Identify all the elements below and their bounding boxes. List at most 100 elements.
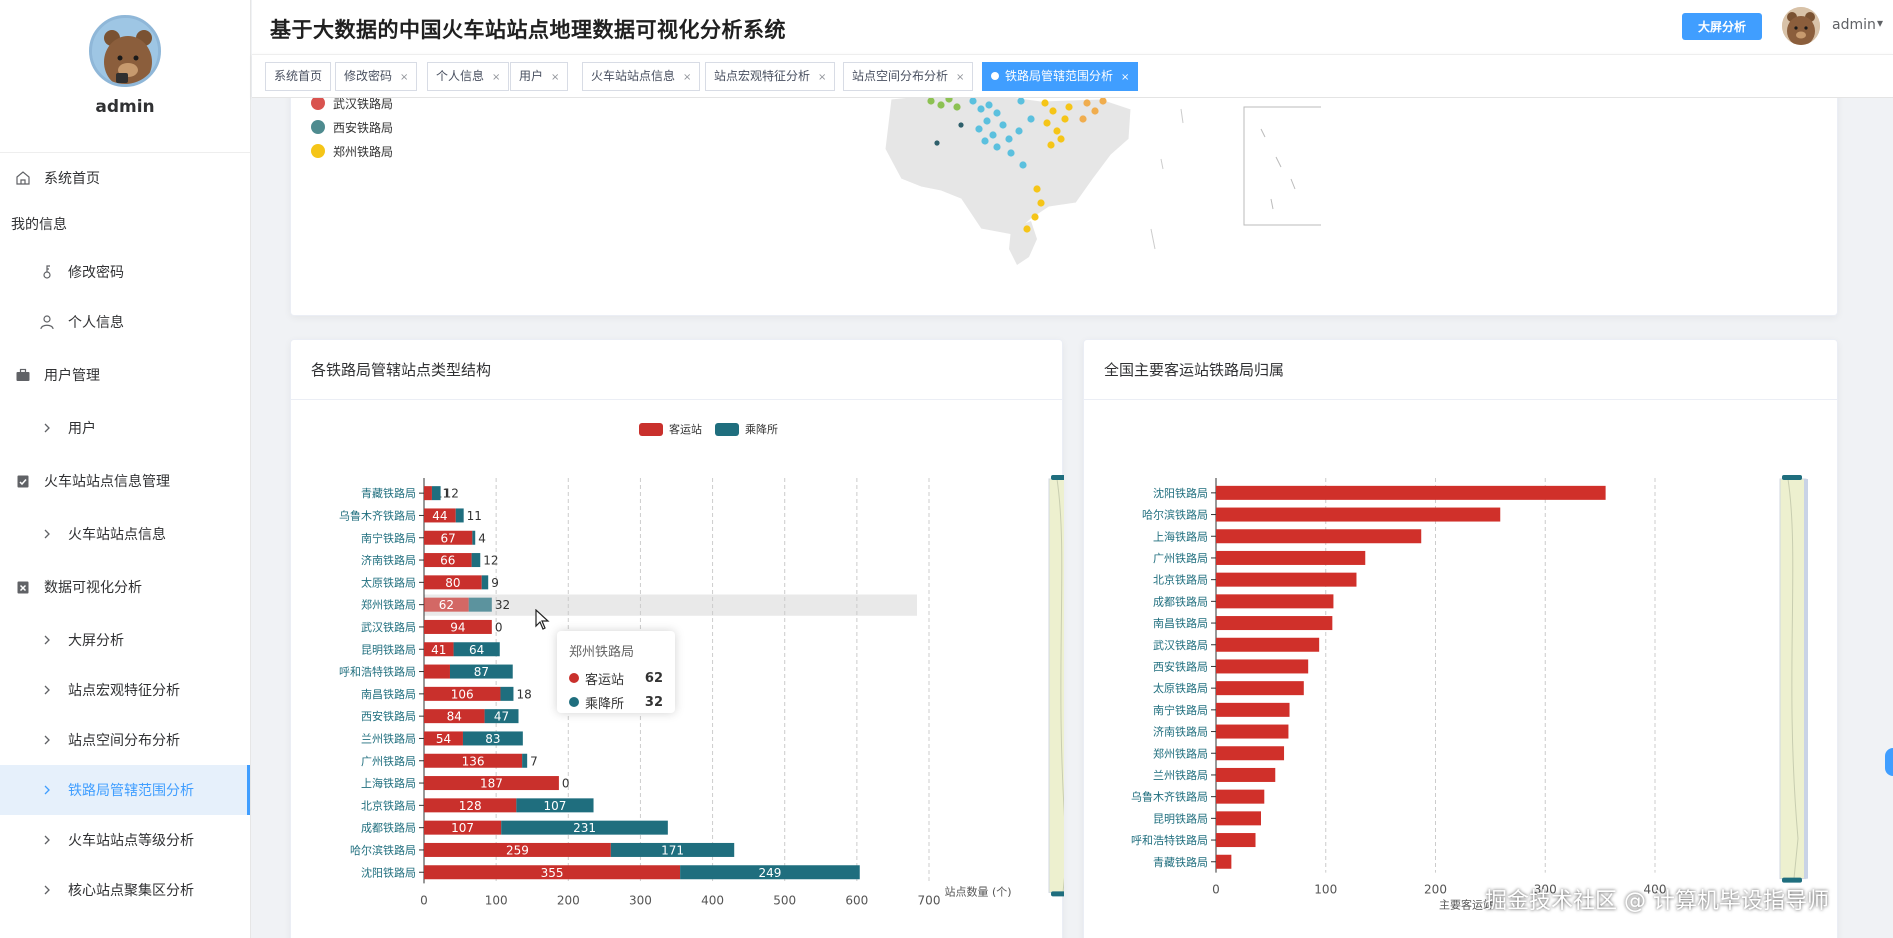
datazoom-slider[interactable] bbox=[1048, 475, 1064, 897]
bar-2[interactable] bbox=[1216, 529, 1422, 544]
bar-9[interactable] bbox=[1216, 681, 1304, 696]
bar-1-16[interactable] bbox=[610, 842, 735, 857]
bar-0-2[interactable] bbox=[424, 530, 473, 545]
legend-label-0[interactable]: 客运站 bbox=[669, 422, 702, 436]
bar-0-7[interactable] bbox=[424, 642, 454, 657]
bar-1-9[interactable] bbox=[500, 686, 514, 701]
map-legend-item[interactable]: 郑州铁路局 bbox=[311, 141, 393, 161]
bar-12[interactable] bbox=[1216, 746, 1285, 761]
sidebar-item-home[interactable]: 系统首页 bbox=[0, 153, 250, 203]
bar-0-9[interactable] bbox=[424, 686, 501, 701]
bar-0-15[interactable] bbox=[424, 820, 502, 835]
bar-16[interactable] bbox=[1216, 833, 1256, 848]
bar-0-8[interactable] bbox=[424, 664, 450, 679]
bar-7[interactable] bbox=[1216, 637, 1320, 652]
bar-0-12[interactable] bbox=[424, 753, 523, 768]
tab-5[interactable]: 站点宏观特征分析 × bbox=[705, 62, 836, 91]
bar-13[interactable] bbox=[1216, 767, 1276, 782]
bar-0[interactable] bbox=[1216, 485, 1606, 500]
tab-2[interactable]: 个人信息 × bbox=[427, 62, 510, 91]
bar-14[interactable] bbox=[1216, 789, 1265, 804]
legend-swatch-1[interactable] bbox=[715, 423, 739, 436]
side-scroll-handle[interactable] bbox=[1885, 748, 1893, 776]
avatar[interactable] bbox=[89, 15, 161, 87]
big-screen-button[interactable]: 大屏分析 bbox=[1682, 13, 1762, 40]
map-legend-item[interactable]: 武汉铁路局 bbox=[311, 98, 393, 113]
sidebar-item-big-screen[interactable]: 大屏分析 bbox=[0, 615, 250, 665]
bar-0-10[interactable] bbox=[424, 709, 485, 724]
bar-15[interactable] bbox=[1216, 811, 1261, 826]
bar-1-2[interactable] bbox=[472, 530, 476, 545]
sidebar-group-visualization[interactable]: 数据可视化分析 bbox=[0, 559, 250, 615]
close-icon[interactable]: × bbox=[683, 72, 692, 83]
bar-0-1[interactable] bbox=[424, 508, 456, 523]
tab-3[interactable]: 用户 × bbox=[510, 62, 569, 91]
tab-4[interactable]: 火车站站点信息 × bbox=[582, 62, 701, 91]
bar-0-17[interactable] bbox=[424, 865, 681, 880]
bar-0-6[interactable] bbox=[424, 619, 492, 634]
sidebar-item-cluster[interactable]: 核心站点聚集区分析 bbox=[0, 865, 250, 915]
bar-0-5[interactable] bbox=[424, 597, 469, 612]
close-icon[interactable]: × bbox=[400, 72, 409, 83]
sidebar-item-station-info[interactable]: 火车站站点信息 bbox=[0, 509, 250, 559]
bar-1-5[interactable] bbox=[468, 597, 492, 612]
sidebar-item-bureau[interactable]: 铁路局管辖范围分析 bbox=[0, 765, 250, 815]
bar-1-0[interactable] bbox=[431, 486, 441, 501]
bar-1-8[interactable] bbox=[449, 664, 513, 679]
sidebar-item-change-password[interactable]: 修改密码 bbox=[0, 247, 250, 297]
bar-1-4[interactable] bbox=[481, 575, 489, 590]
bar-1[interactable] bbox=[1216, 507, 1501, 522]
bar-17[interactable] bbox=[1216, 854, 1232, 869]
bar-1-10[interactable] bbox=[484, 709, 519, 724]
bar-1-12[interactable] bbox=[522, 753, 528, 768]
user-avatar[interactable] bbox=[1782, 7, 1820, 45]
bar-1-1[interactable] bbox=[455, 508, 464, 523]
datazoom-slider[interactable] bbox=[1779, 475, 1808, 883]
bar-6[interactable] bbox=[1216, 616, 1333, 631]
bar-1-17[interactable] bbox=[680, 865, 860, 880]
legend-label-1[interactable]: 乘降所 bbox=[745, 422, 778, 436]
bar-1-15[interactable] bbox=[501, 820, 668, 835]
zoom-handle-bottom[interactable] bbox=[1782, 877, 1802, 883]
map-legend-item[interactable]: 西安铁路局 bbox=[311, 117, 393, 137]
header-username[interactable]: admin bbox=[1832, 17, 1876, 33]
bar-0-16[interactable] bbox=[424, 842, 611, 857]
close-icon[interactable]: × bbox=[551, 72, 560, 83]
close-icon[interactable]: × bbox=[818, 72, 827, 83]
bar-0-14[interactable] bbox=[424, 798, 517, 813]
bar-5[interactable] bbox=[1216, 594, 1334, 609]
sidebar-item-grade[interactable]: 火车站站点等级分析 bbox=[0, 815, 250, 865]
sidebar-item-user[interactable]: 用户 bbox=[0, 403, 250, 453]
bar-0-4[interactable] bbox=[424, 575, 482, 590]
horizontal-bar-chart[interactable]: 0 100 200 300 400 主要客运站 沈阳铁路局哈尔滨铁路局上海铁路局广州铁路局北… bbox=[1084, 400, 1839, 938]
bar-1-14[interactable] bbox=[516, 798, 594, 813]
sidebar-item-spatial[interactable]: 站点空间分布分析 bbox=[0, 715, 250, 765]
bar-0-3[interactable] bbox=[424, 553, 472, 568]
bar-0-0[interactable] bbox=[424, 486, 432, 501]
sidebar-item-personal-info[interactable]: 个人信息 bbox=[0, 297, 250, 347]
tab-7[interactable]: 铁路局管辖范围分析 × bbox=[982, 62, 1139, 91]
caret-down-icon[interactable]: ▾ bbox=[1877, 16, 1884, 30]
china-map[interactable] bbox=[861, 98, 1321, 317]
sidebar-group-station-info[interactable]: 火车站站点信息管理 bbox=[0, 453, 250, 509]
close-icon[interactable]: × bbox=[956, 72, 965, 83]
close-icon[interactable]: × bbox=[1121, 72, 1130, 83]
bar-4[interactable] bbox=[1216, 572, 1357, 587]
bar-1-11[interactable] bbox=[462, 731, 523, 746]
bar-3[interactable] bbox=[1216, 550, 1366, 565]
zoom-handle-top[interactable] bbox=[1051, 475, 1064, 480]
close-icon[interactable]: × bbox=[492, 72, 501, 83]
sidebar-item-macro[interactable]: 站点宏观特征分析 bbox=[0, 665, 250, 715]
bar-1-3[interactable] bbox=[471, 553, 481, 568]
tab-1[interactable]: 修改密码 × bbox=[335, 62, 418, 91]
zoom-handle-top[interactable] bbox=[1782, 475, 1802, 480]
bar-1-7[interactable] bbox=[453, 642, 500, 657]
bar-0-11[interactable] bbox=[424, 731, 463, 746]
tab-0[interactable]: 系统首页 bbox=[265, 62, 332, 91]
sidebar-group-user-management[interactable]: 用户管理 bbox=[0, 347, 250, 403]
tab-6[interactable]: 站点空间分布分析 × bbox=[843, 62, 974, 91]
legend-swatch-0[interactable] bbox=[639, 423, 663, 436]
zoom-handle-bottom[interactable] bbox=[1051, 891, 1064, 897]
bar-0-13[interactable] bbox=[424, 776, 559, 791]
